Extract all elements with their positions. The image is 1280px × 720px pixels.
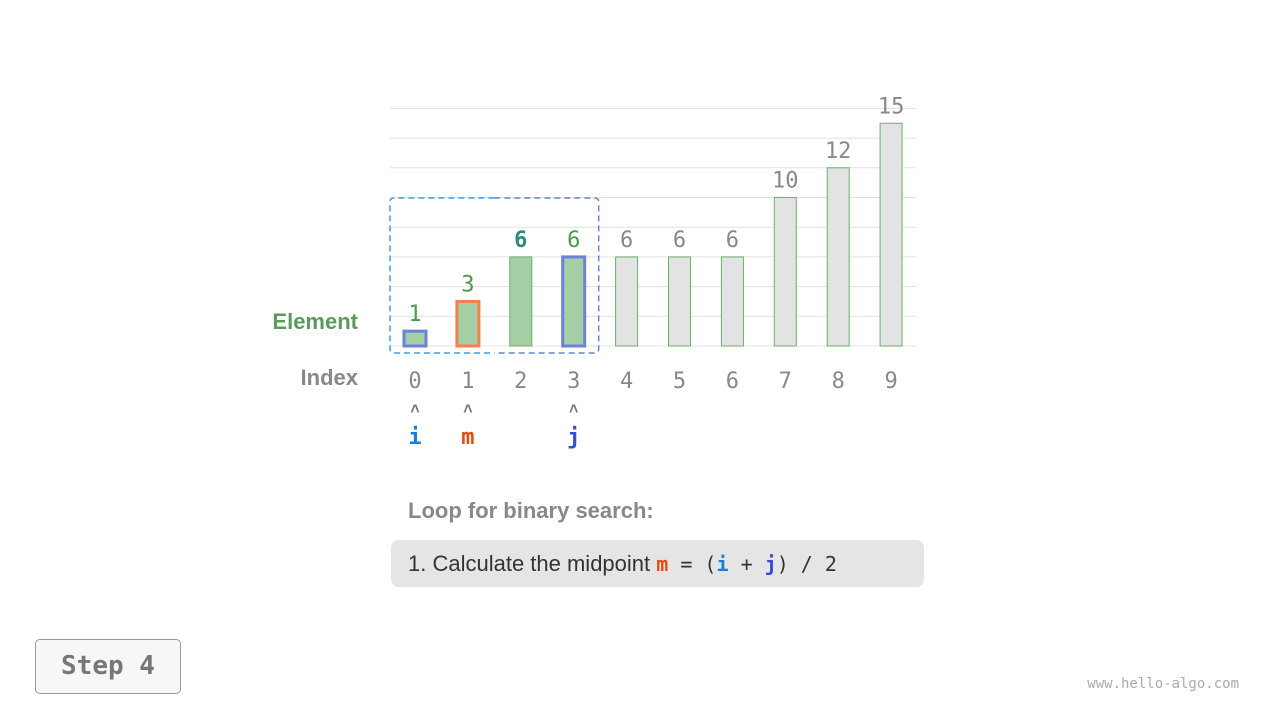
- bar: [455, 299, 481, 348]
- step-text: 1. Calculate the midpoint: [408, 551, 657, 576]
- pointer-m: m: [461, 425, 474, 450]
- bar: [879, 122, 903, 347]
- element-row-label: Element: [272, 309, 358, 334]
- value-label: 12: [825, 139, 852, 164]
- bar: [773, 197, 797, 347]
- var-j: j: [764, 552, 777, 576]
- var-m: m: [656, 552, 669, 576]
- index-label: 7: [779, 369, 792, 394]
- index-label: 3: [567, 369, 580, 394]
- watermark: www.hello-algo.com: [1087, 676, 1239, 692]
- index-label: 6: [726, 369, 739, 394]
- bar: [509, 256, 533, 347]
- value-label: 10: [772, 169, 799, 194]
- op-eq: = (: [668, 552, 717, 576]
- pointer-i: i: [408, 425, 421, 450]
- index-label: 9: [884, 369, 897, 394]
- var-i: i: [716, 552, 729, 576]
- bar: [668, 256, 691, 347]
- step-button[interactable]: Step 4: [35, 639, 181, 694]
- op-plus: +: [728, 552, 765, 576]
- index-label: 2: [514, 369, 527, 394]
- op-tail: ) / 2: [776, 552, 837, 576]
- value-label: 6: [620, 228, 633, 253]
- index-label: 0: [408, 369, 421, 394]
- bar: [402, 329, 428, 348]
- bar: [561, 255, 587, 348]
- bar: [826, 167, 850, 347]
- pointer-arrow-icon: ˄: [569, 401, 578, 418]
- bar: [615, 256, 639, 347]
- index-row-label: Index: [300, 365, 358, 390]
- value-label: 6: [673, 228, 686, 253]
- index-label: 8: [832, 369, 845, 394]
- pointer-arrow-icon: ˄: [410, 401, 419, 418]
- value-label: 6: [726, 228, 739, 253]
- value-label: 1: [408, 302, 421, 327]
- heading: Loop for binary search:: [408, 498, 654, 523]
- pointer-j: j: [567, 425, 580, 450]
- range-bracket-left: [389, 197, 495, 354]
- index-label: 1: [461, 369, 474, 394]
- value-label: 6: [567, 228, 580, 253]
- pointer-arrow-icon: ˄: [463, 401, 472, 418]
- value-label: 6: [514, 228, 527, 253]
- value-label: 3: [461, 272, 474, 297]
- step-description: 1. Calculate the midpoint m = (i + j) / …: [391, 540, 924, 587]
- value-label: 15: [878, 94, 905, 119]
- index-label: 5: [673, 369, 686, 394]
- range-bracket-right: [494, 197, 600, 354]
- index-label: 4: [620, 369, 633, 394]
- bar: [720, 256, 744, 347]
